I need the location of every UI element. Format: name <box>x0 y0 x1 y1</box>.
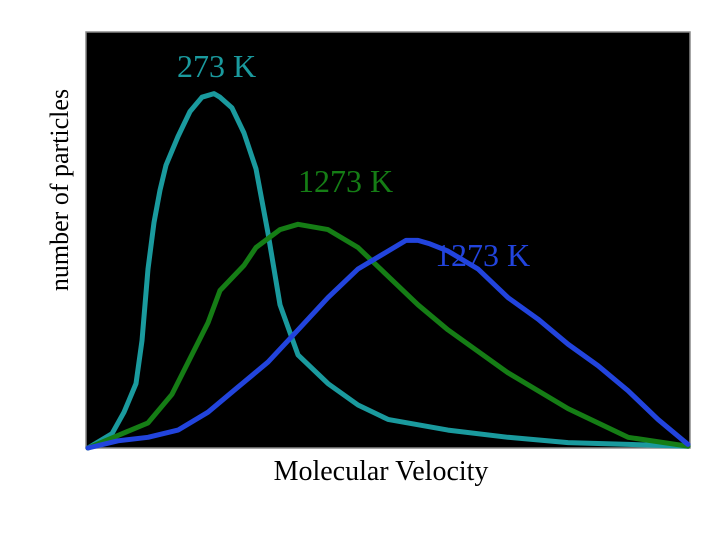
x-axis-label: Molecular Velocity <box>273 456 489 487</box>
annotation-1273k-green: 1273 K <box>298 163 393 199</box>
annotation-273k: 273 K <box>177 48 256 84</box>
annotation-1273k-blue: 1273 K <box>435 237 530 273</box>
series-1273k-blue-line <box>85 237 691 451</box>
series-1273k-green-line <box>85 221 691 451</box>
y-axis-label: number of particles <box>45 88 74 292</box>
series-273k-line <box>85 91 691 451</box>
series-layer <box>85 91 691 451</box>
plot-area <box>85 31 691 449</box>
